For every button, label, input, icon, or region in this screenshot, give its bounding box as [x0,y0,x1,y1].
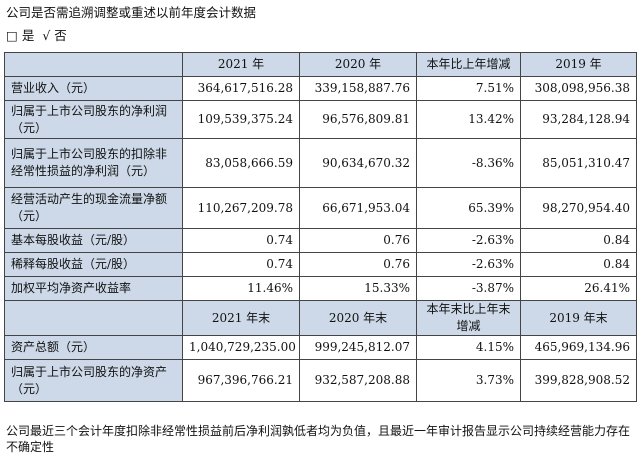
financial-data-table: 2021 年 2020 年 本年比上年增减 2019 年 营业收入（元） 364… [4,52,637,402]
table-cell: 399,828,908.52 [520,359,637,402]
checkbox-icon: □ [6,28,18,43]
table-cell: 109,539,375.24 [182,100,300,139]
table-cell: -2.63% [416,252,521,277]
table-row: 经营活动产生的现金流量净额（元） 110,267,209.78 66,671,9… [4,187,637,229]
row-label: 归属于上市公司股东的净利润（元） [4,100,183,139]
header-cell: 2021 年 [182,52,300,77]
table-row: 归属于上市公司股东的净利润（元） 109,539,375.24 96,576,8… [4,100,637,139]
restatement-choice: □ 是 √ 否 [6,28,71,44]
table-cell: 0.76 [299,252,417,277]
choice-yes: 是 [21,28,35,43]
header-cell [4,52,183,77]
table-row: 基本每股收益（元/股） 0.74 0.76 -2.63% 0.84 [4,228,637,253]
table-cell: 4.15% [416,335,521,360]
table-cell: 85,051,310.47 [520,138,637,188]
header-cell: 本年末比上年末增减 [416,300,521,336]
table-cell: 1,040,729,235.00 [182,335,300,360]
header-cell: 2021 年末 [182,300,300,336]
header-cell: 本年比上年增减 [416,52,521,77]
table-cell: 999,245,812.07 [299,335,417,360]
checkmark-icon: √ [42,28,51,43]
footnote: 公司最近三个会计年度扣除非经常性损益前后净利润孰低者均为负值，且最近一年审计报告… [6,424,631,454]
table-cell: 308,098,956.38 [520,76,637,101]
table-cell: 0.84 [520,228,637,253]
table-cell: 0.76 [299,228,417,253]
table-cell: 90,634,670.32 [299,138,417,188]
table-cell: -2.63% [416,228,521,253]
table-cell: 0.74 [182,252,300,277]
row-label: 归属于上市公司股东的扣除非经常性损益的净利润（元） [4,138,183,188]
table-cell: 15.33% [299,276,417,301]
table-cell: 3.73% [416,359,521,402]
table-row: 资产总额（元） 1,040,729,235.00 999,245,812.07 … [4,335,637,360]
table-row: 稀释每股收益（元/股） 0.74 0.76 -2.63% 0.84 [4,252,637,277]
choice-no: 否 [54,28,67,43]
table-cell: 0.84 [520,252,637,277]
table-cell: 932,587,208.88 [299,359,417,402]
table-cell: 65.39% [416,187,521,229]
row-label: 稀释每股收益（元/股） [4,252,183,277]
table-cell: 465,969,134.96 [520,335,637,360]
table-cell: -8.36% [416,138,521,188]
header-cell [4,300,183,336]
table-row: 归属于上市公司股东的扣除非经常性损益的净利润（元） 83,058,666.59 … [4,138,637,188]
table-cell: 364,617,516.28 [182,76,300,101]
table-cell: 110,267,209.78 [182,187,300,229]
table-cell: 13.42% [416,100,521,139]
table-cell: 967,396,766.21 [182,359,300,402]
table-row: 营业收入（元） 364,617,516.28 339,158,887.76 7.… [4,76,637,101]
table-cell: -3.87% [416,276,521,301]
row-label: 基本每股收益（元/股） [4,228,183,253]
row-label: 经营活动产生的现金流量净额（元） [4,187,183,229]
table-row: 归属于上市公司股东的净资产（元） 967,396,766.21 932,587,… [4,359,637,402]
table-cell: 96,576,809.81 [299,100,417,139]
table-cell: 83,058,666.59 [182,138,300,188]
table-cell: 98,270,954.40 [520,187,637,229]
row-label: 资产总额（元） [4,335,183,360]
row-label: 归属于上市公司股东的净资产（元） [4,359,183,402]
table-cell: 93,284,128.94 [520,100,637,139]
header-cell: 2019 年末 [520,300,637,336]
table-cell: 11.46% [182,276,300,301]
section-heading: 公司是否需追溯调整或重述以前年度会计数据 [6,5,257,20]
row-label: 营业收入（元） [4,76,183,101]
row-label: 加权平均净资产收益率 [4,276,183,301]
table-row: 加权平均净资产收益率 11.46% 15.33% -3.87% 26.41% [4,276,637,301]
table-cell: 26.41% [520,276,637,301]
table-cell: 0.74 [182,228,300,253]
header-cell: 2020 年 [299,52,417,77]
header-cell: 2019 年 [520,52,637,77]
table-cell: 7.51% [416,76,521,101]
table-header-row: 2021 年 2020 年 本年比上年增减 2019 年 [4,52,637,77]
header-cell: 2020 年末 [299,300,417,336]
table-header-row: 2021 年末 2020 年末 本年末比上年末增减 2019 年末 [4,300,637,336]
table-cell: 339,158,887.76 [299,76,417,101]
table-cell: 66,671,953.04 [299,187,417,229]
